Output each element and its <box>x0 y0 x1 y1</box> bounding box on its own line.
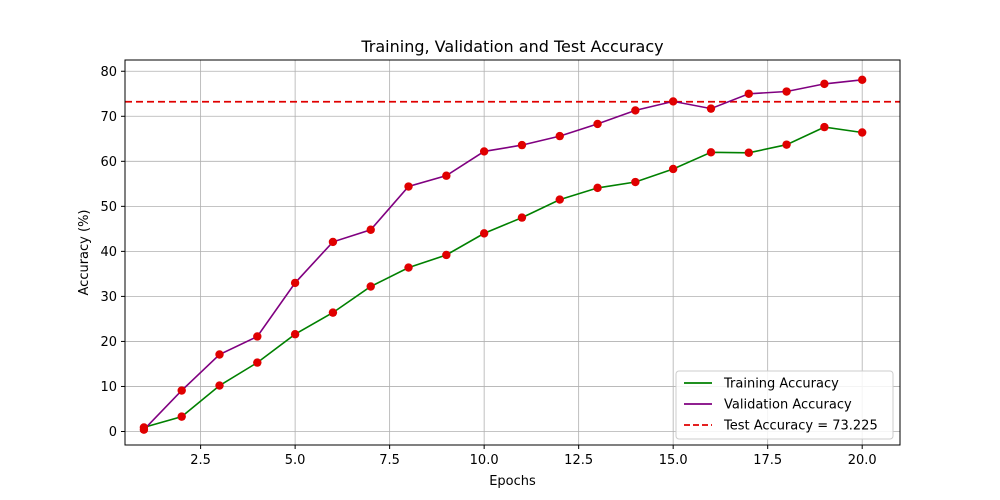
data-point <box>744 89 753 98</box>
data-point <box>857 75 867 85</box>
data-point <box>215 381 224 390</box>
data-point <box>442 171 451 180</box>
chart-title: Training, Validation and Test Accuracy <box>360 37 663 56</box>
data-point <box>593 119 602 129</box>
y-tick-label: 10 <box>100 380 117 395</box>
x-axis-label: Epochs <box>489 474 536 489</box>
data-point <box>706 104 716 113</box>
data-point <box>820 79 829 89</box>
marker-layer <box>139 75 867 434</box>
series-line-1 <box>143 79 863 431</box>
y-tick-label: 60 <box>100 155 117 170</box>
x-tick-label: 2.5 <box>190 453 211 468</box>
y-tick-label: 40 <box>100 245 117 260</box>
x-tick-label: 7.5 <box>379 453 400 468</box>
data-point <box>555 195 564 204</box>
x-tick-label: 10.0 <box>470 453 499 468</box>
data-point <box>593 183 602 193</box>
y-tick-label: 30 <box>100 290 117 305</box>
x-tick-label: 15.0 <box>659 453 688 468</box>
data-point <box>215 350 224 359</box>
data-point <box>366 282 375 291</box>
x-tick-label: 5.0 <box>285 453 306 468</box>
data-point <box>404 263 413 272</box>
y-tick-label: 20 <box>100 335 117 350</box>
data-point <box>328 237 338 247</box>
plot-area-frame <box>124 59 901 446</box>
data-point <box>668 97 678 106</box>
data-point <box>139 425 149 434</box>
data-point <box>479 147 489 156</box>
data-point <box>555 131 564 141</box>
data-point <box>442 250 451 260</box>
data-point <box>253 358 262 367</box>
series-layer <box>143 79 863 431</box>
y-tick-label: 80 <box>100 65 117 80</box>
data-point <box>366 225 375 234</box>
data-point <box>706 148 716 157</box>
legend: Training Accuracy Validation Accuracy Test… <box>675 370 894 440</box>
y-tick-label: 0 <box>109 425 117 440</box>
data-point <box>668 164 678 174</box>
x-tick-label: 20.0 <box>848 453 877 468</box>
data-point <box>479 229 489 238</box>
data-point <box>290 278 300 288</box>
legend-label: Validation Accuracy <box>724 398 852 413</box>
data-point <box>517 140 527 150</box>
legend-label: Test Accuracy = 73.225 <box>723 419 878 434</box>
data-point <box>328 308 338 317</box>
data-point <box>404 182 413 191</box>
data-point <box>820 122 829 132</box>
data-point <box>290 330 300 339</box>
x-tick-label: 17.5 <box>753 453 782 468</box>
series-line-0 <box>143 126 863 429</box>
data-point <box>782 87 791 96</box>
data-point <box>517 213 527 222</box>
ticks: 2.5 5.0 7.5 10.0 12.5 15.0 17.5 20.0 0 10 20 30 40 50… <box>100 65 876 468</box>
data-point <box>857 128 867 137</box>
y-axis-label: Accuracy (%) <box>77 210 92 296</box>
legend-label: Training Accuracy <box>723 377 839 392</box>
data-point <box>177 386 186 395</box>
legend-box <box>675 370 894 440</box>
y-tick-label: 50 <box>100 200 117 215</box>
data-point <box>631 177 640 187</box>
data-point <box>782 140 791 149</box>
data-point <box>631 106 640 115</box>
y-tick-label: 70 <box>100 110 117 125</box>
data-point <box>253 332 262 341</box>
x-tick-label: 12.5 <box>564 453 593 468</box>
data-point <box>177 412 186 421</box>
data-point <box>744 148 753 157</box>
